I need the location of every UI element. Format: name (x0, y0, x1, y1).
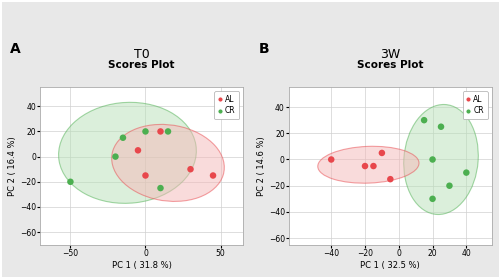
Point (327, 157, 335, 162)
Ellipse shape (58, 102, 196, 203)
Point (119, 135, 127, 140)
Point (428, 197, 436, 201)
Point (428, 157, 436, 162)
Point (462, 170, 470, 175)
Title: Scores Plot: Scores Plot (108, 60, 175, 70)
Y-axis label: PC 2 ( 16.4 %): PC 2 ( 16.4 %) (8, 136, 18, 196)
Ellipse shape (112, 124, 224, 202)
Y-axis label: PC 2 ( 14.6 %): PC 2 ( 14.6 %) (257, 136, 266, 196)
Text: T0: T0 (134, 48, 150, 61)
Title: Scores Plot: Scores Plot (357, 60, 424, 70)
Point (156, 129, 164, 134)
Text: A: A (10, 42, 21, 56)
Point (370, 164, 378, 168)
Point (186, 167, 194, 172)
X-axis label: PC 1 ( 32.5 %): PC 1 ( 32.5 %) (360, 261, 420, 270)
Legend: AL, CR: AL, CR (214, 91, 239, 119)
Text: 3W: 3W (380, 48, 400, 61)
Point (420, 118, 428, 122)
Point (378, 151, 386, 155)
Point (386, 177, 394, 181)
Text: B: B (258, 42, 269, 56)
Point (164, 129, 172, 134)
Point (209, 173, 217, 178)
X-axis label: PC 1 ( 31.8 %): PC 1 ( 31.8 %) (112, 261, 172, 270)
Point (112, 154, 120, 159)
Point (437, 125, 445, 129)
Point (446, 183, 454, 188)
Point (361, 164, 369, 168)
Point (66, 180, 74, 184)
Point (156, 186, 164, 190)
Legend: AL, CR: AL, CR (462, 91, 488, 119)
Ellipse shape (318, 146, 419, 183)
Ellipse shape (404, 105, 478, 215)
Point (134, 148, 142, 153)
Point (142, 129, 150, 134)
Point (142, 173, 150, 178)
